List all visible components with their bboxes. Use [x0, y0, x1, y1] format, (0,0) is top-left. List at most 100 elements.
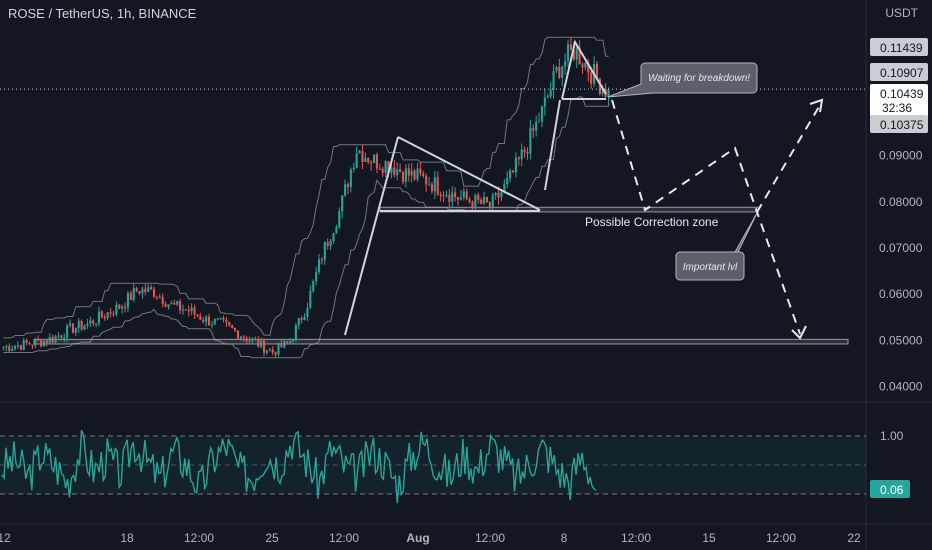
- candle-body: [344, 184, 347, 196]
- candle-body: [459, 197, 462, 200]
- candle-body: [399, 169, 402, 173]
- candle-body: [300, 317, 303, 320]
- candle-body: [355, 153, 358, 168]
- candle-body: [181, 309, 184, 311]
- candle-body: [323, 242, 326, 260]
- candle-body: [526, 152, 529, 154]
- candle-body: [124, 306, 127, 308]
- candle-body: [257, 339, 260, 347]
- candle-body: [332, 233, 335, 242]
- down-arrow-head: [791, 325, 807, 340]
- candle-body: [132, 288, 135, 300]
- candle-body: [239, 336, 242, 339]
- candle-body: [57, 335, 60, 337]
- candle-body: [503, 184, 506, 192]
- candle-body: [100, 311, 103, 317]
- candle-body: [48, 337, 51, 343]
- candle-body: [404, 168, 407, 182]
- price-tick-label: 0.06000: [879, 287, 923, 301]
- candle-body: [213, 318, 216, 325]
- candle-body: [265, 350, 268, 353]
- candle-body: [317, 259, 321, 273]
- candle-body: [425, 175, 428, 185]
- current-price-label: 0.10439: [880, 87, 924, 101]
- candle-body: [517, 157, 520, 160]
- candle-body: [514, 157, 517, 173]
- candle-body: [271, 349, 274, 353]
- candle-body: [381, 168, 384, 174]
- candle-body: [25, 340, 28, 344]
- candle-body: [483, 197, 486, 204]
- candle-body: [590, 72, 593, 84]
- candle-body: [42, 340, 46, 347]
- time-tick-label: 12:00: [621, 531, 651, 545]
- candle-body: [509, 170, 512, 179]
- candle-body: [540, 106, 544, 122]
- candle-body: [584, 63, 587, 68]
- candle-body: [523, 149, 526, 153]
- candle-body: [51, 337, 54, 343]
- candle-body: [506, 178, 509, 185]
- candle-body: [274, 352, 277, 355]
- candle-body: [462, 191, 465, 198]
- price-tag: [870, 63, 928, 81]
- candle-body: [500, 191, 503, 198]
- candle-body: [11, 348, 14, 351]
- candle-body: [552, 71, 555, 90]
- candle-body: [430, 184, 433, 192]
- candle-body: [268, 349, 271, 351]
- candle-body: [454, 192, 457, 198]
- candle-body: [491, 195, 494, 207]
- candle-body: [442, 195, 445, 197]
- candle-body: [448, 194, 451, 202]
- candle-body: [468, 199, 471, 202]
- price-tick-label: 0.04000: [879, 379, 923, 393]
- candle-body: [97, 311, 101, 324]
- candle-body: [422, 173, 425, 176]
- candle-body: [538, 121, 541, 123]
- candle-body: [31, 344, 34, 346]
- time-tick-label: 8: [561, 531, 568, 545]
- candle-body: [45, 340, 48, 343]
- candle-body: [566, 44, 570, 62]
- callout-level-text: Important lvl: [683, 262, 738, 273]
- candle-body: [147, 287, 150, 292]
- price-tag-label: 0.11439: [880, 41, 923, 55]
- candle-body: [161, 296, 164, 304]
- bullish-projection-path: [756, 104, 821, 213]
- candle-body: [216, 318, 219, 320]
- candle-body: [320, 259, 323, 261]
- candle-body: [497, 192, 500, 198]
- triangle-upper-line: [397, 136, 541, 211]
- candle-body: [410, 170, 413, 176]
- candle-body: [74, 328, 77, 333]
- triangle-pattern: [0, 39, 866, 336]
- candle-body: [445, 194, 448, 196]
- candle-body: [375, 154, 378, 169]
- candle-body: [471, 201, 474, 209]
- candle-body: [202, 319, 205, 322]
- candle-body: [456, 197, 460, 200]
- candle-body: [207, 316, 211, 326]
- candle-body: [40, 340, 43, 347]
- candle-body: [555, 66, 558, 72]
- candle-body: [28, 343, 31, 345]
- candle-body: [367, 157, 370, 163]
- candle-body: [529, 127, 532, 154]
- callout-breakdown-bubble: [607, 62, 758, 98]
- candle-body: [451, 192, 454, 202]
- candle-body: [242, 336, 245, 338]
- candle-body: [234, 328, 237, 331]
- rally-line: [544, 99, 561, 191]
- candle-body: [315, 272, 318, 282]
- candle-body: [164, 303, 167, 307]
- candle-body: [361, 151, 364, 162]
- candle-body: [387, 161, 390, 173]
- candle-body: [34, 339, 37, 346]
- time-tick-label: 18: [120, 531, 134, 545]
- candle-body: [126, 293, 129, 308]
- candle-body: [106, 312, 109, 319]
- candle-body: [572, 49, 575, 60]
- price-tick-label: 0.09000: [879, 149, 923, 163]
